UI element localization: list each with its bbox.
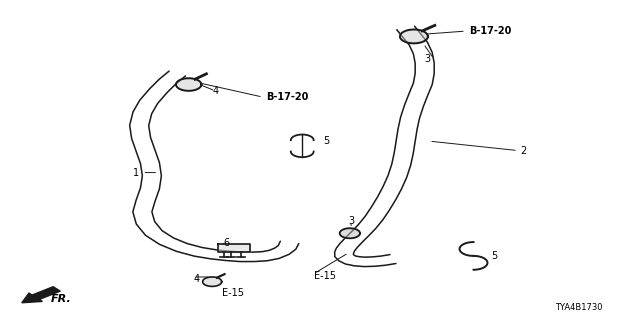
Polygon shape [335, 26, 434, 267]
Text: 2: 2 [520, 146, 526, 156]
Polygon shape [340, 228, 360, 238]
Text: 5: 5 [323, 136, 330, 146]
Text: E-15: E-15 [221, 288, 244, 298]
Text: E-15: E-15 [314, 271, 335, 281]
Text: TYA4B1730: TYA4B1730 [555, 303, 602, 312]
Polygon shape [218, 244, 250, 252]
Text: 4: 4 [193, 275, 199, 284]
Text: 5: 5 [492, 251, 497, 261]
Text: 4: 4 [212, 86, 218, 96]
Text: 1: 1 [133, 168, 139, 178]
Text: B-17-20: B-17-20 [469, 26, 511, 36]
Text: 3: 3 [349, 216, 355, 226]
Text: 6: 6 [223, 238, 230, 248]
Polygon shape [130, 71, 299, 261]
Polygon shape [400, 29, 428, 43]
Polygon shape [176, 78, 202, 91]
Text: FR.: FR. [51, 294, 71, 304]
Text: 3: 3 [425, 54, 431, 64]
Polygon shape [203, 277, 221, 286]
FancyArrow shape [22, 287, 60, 303]
Text: B-17-20: B-17-20 [266, 92, 308, 102]
